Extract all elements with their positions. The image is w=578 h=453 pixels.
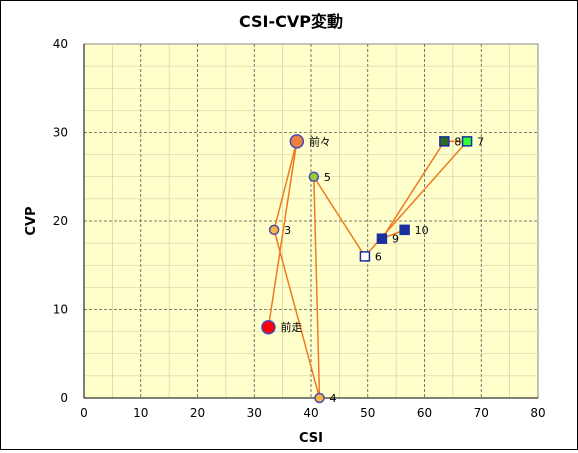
x-tick-label: 0 <box>80 406 88 420</box>
data-point <box>314 392 325 404</box>
data-label: 前々 <box>309 134 331 148</box>
data-label: 10 <box>415 224 429 237</box>
series-line-path <box>267 140 469 399</box>
data-label: 6 <box>375 250 382 263</box>
grid-lines <box>83 44 538 399</box>
y-tick-label: 30 <box>53 126 68 140</box>
x-tick-label: 50 <box>360 406 375 420</box>
data-labels: 前走 前々 3 4 5 6 7 8 9 10 <box>280 134 484 405</box>
data-label: 9 <box>392 233 399 246</box>
y-tick-label: 40 <box>53 37 68 51</box>
x-tick-label: 40 <box>303 406 318 420</box>
x-tick-label: 10 <box>133 406 148 420</box>
x-tick-label: 70 <box>474 406 489 420</box>
x-axis-label: CSI <box>299 431 323 446</box>
data-point <box>289 134 305 149</box>
data-label: 前走 <box>280 320 302 334</box>
x-tick-label: 20 <box>190 406 205 420</box>
data-point <box>308 171 320 182</box>
data-label: 8 <box>454 135 461 148</box>
data-point <box>399 224 410 236</box>
y-tick-label: 10 <box>53 303 68 317</box>
data-label: 3 <box>284 224 291 237</box>
data-point <box>268 224 280 236</box>
x-tick-labels: 0 10 20 30 40 50 60 70 80 <box>80 406 545 420</box>
data-point <box>359 251 371 262</box>
data-point <box>261 319 276 335</box>
data-points <box>261 134 473 404</box>
x-tick-label: 30 <box>247 406 262 420</box>
data-point <box>461 136 473 147</box>
data-label: 5 <box>324 171 331 184</box>
chart-title: CSI-CVP変動 <box>239 12 343 31</box>
data-point <box>376 233 388 244</box>
y-tick-labels: 0 10 20 30 40 <box>53 37 68 405</box>
data-label: 7 <box>477 135 484 148</box>
x-tick-label: 60 <box>417 406 432 420</box>
y-axis-label: CVP <box>24 206 39 235</box>
x-tick-label: 80 <box>530 406 545 420</box>
y-tick-label: 20 <box>53 214 68 228</box>
data-label: 4 <box>330 392 337 405</box>
data-point <box>439 136 450 147</box>
series-line <box>267 140 469 399</box>
y-tick-label: 0 <box>60 391 68 405</box>
